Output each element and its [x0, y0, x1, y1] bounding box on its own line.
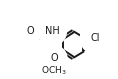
Text: NH: NH — [45, 26, 60, 36]
Text: OCH$_3$: OCH$_3$ — [41, 65, 67, 77]
Text: O: O — [26, 26, 34, 36]
Text: O: O — [51, 53, 58, 63]
Text: Cl: Cl — [90, 33, 100, 43]
